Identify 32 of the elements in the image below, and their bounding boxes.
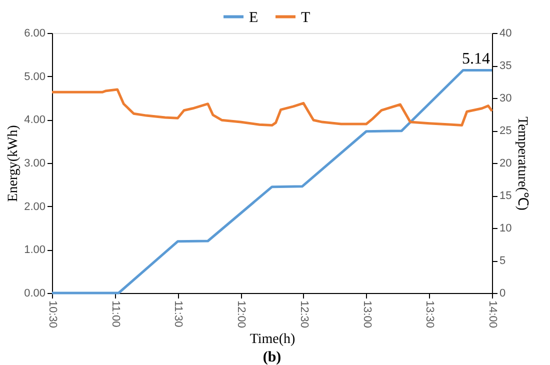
y2-axis-title: Temperature(℃) [514, 116, 530, 211]
annotation: 5.14 [462, 50, 490, 68]
legend-label: E [249, 10, 258, 26]
x-tick-label: 10:30 [46, 300, 58, 328]
y2-tick-label: 40 [500, 28, 512, 40]
y-axis-title: Energy(kWh) [6, 124, 22, 202]
x-tick-label: 13:00 [360, 300, 373, 328]
x-tick-label: 13:30 [424, 300, 436, 328]
x-tick-label: 12:30 [298, 300, 310, 328]
y2-tick-label: 25 [500, 125, 512, 137]
y-tick-label: 0.00 [24, 288, 46, 300]
y2-tick-label: 30 [500, 92, 512, 104]
y2-tick-label: 0 [500, 288, 506, 300]
text: (b) [262, 350, 282, 365]
y-tick-label: 1.00 [24, 244, 46, 256]
y2-tick-label: 35 [500, 60, 512, 72]
y2-tick-label: 15 [500, 190, 512, 202]
y-tick-label: 6.00 [24, 28, 46, 40]
x-tick-label: 11:30 [172, 300, 184, 328]
y2-tick-label: 20 [500, 158, 512, 170]
y-tick-label: 5.00 [24, 70, 46, 83]
y-tick-label: 2.00 [24, 200, 46, 213]
y2-tick-label: 10 [500, 222, 512, 234]
y-tick-label: 4.00 [24, 114, 46, 126]
x-axis-title: Time(h) [250, 332, 296, 348]
x-tick-label: 11:00 [109, 300, 122, 328]
y-tick-label: 3.00 [24, 158, 46, 170]
line-series [50, 88, 494, 127]
x-tick-label: 12:00 [235, 300, 248, 328]
x-tick-label: 14:00 [486, 300, 498, 328]
legend-label: T [301, 10, 310, 26]
y2-tick-label: 5 [500, 255, 506, 267]
